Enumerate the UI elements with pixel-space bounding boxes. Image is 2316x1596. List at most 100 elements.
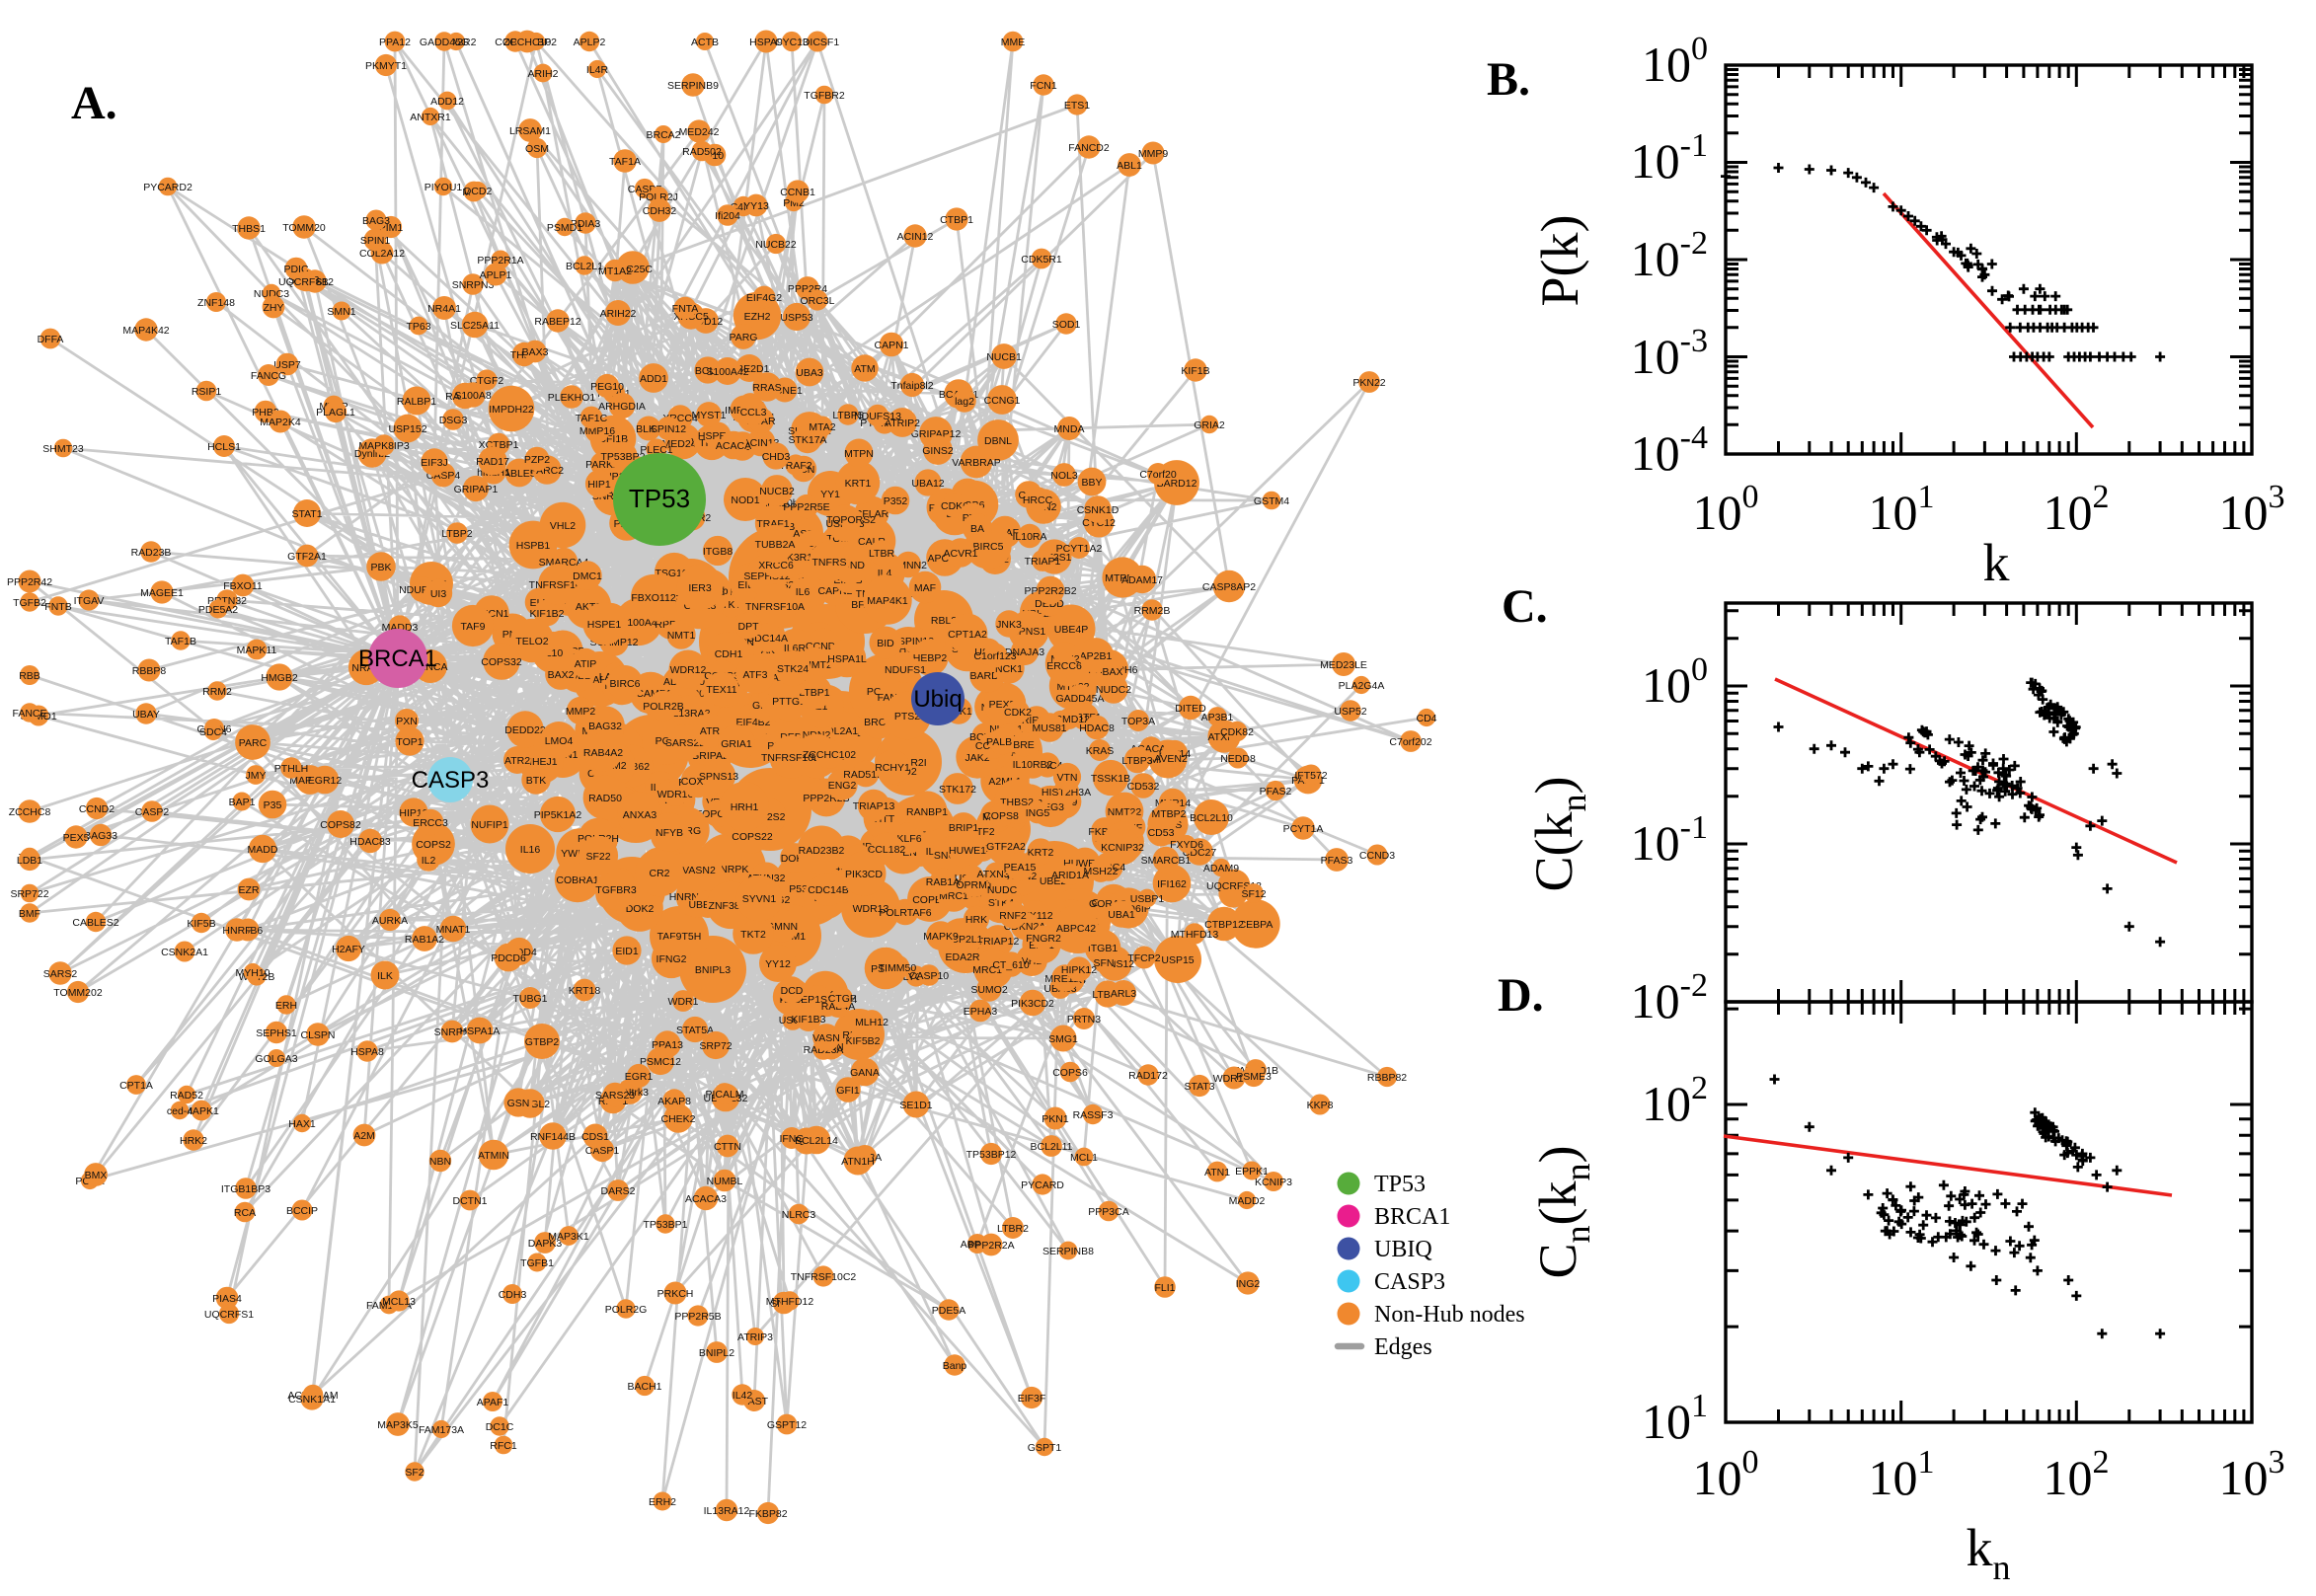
svg-text:MME: MME <box>1001 37 1026 48</box>
svg-text:RBBP82: RBBP82 <box>1367 1072 1407 1084</box>
svg-text:PALB2: PALB2 <box>986 736 1018 748</box>
svg-text:PARC: PARC <box>239 737 268 749</box>
svg-text:FANCD2: FANCD2 <box>1068 142 1110 154</box>
svg-text:HSPB1: HSPB1 <box>516 540 551 552</box>
svg-text:PDE5A: PDE5A <box>932 1305 965 1317</box>
svg-text:HRK2: HRK2 <box>180 1135 207 1147</box>
svg-text:BMX: BMX <box>85 1170 108 1181</box>
svg-text:CD53: CD53 <box>1148 827 1175 839</box>
svg-text:UBE4P: UBE4P <box>1054 624 1088 636</box>
svg-text:PTHLH: PTHLH <box>274 763 308 775</box>
svg-text:APLP1: APLP1 <box>480 269 512 281</box>
svg-text:SYVN1: SYVN1 <box>742 893 777 905</box>
svg-text:HRCC: HRCC <box>1023 494 1053 506</box>
svg-text:Tnfaip8l2: Tnfaip8l2 <box>890 380 933 392</box>
svg-text:ZCCHC102: ZCCHC102 <box>803 749 856 761</box>
svg-text:BRE: BRE <box>1013 739 1035 751</box>
svg-text:ACACA3: ACACA3 <box>685 1193 727 1205</box>
svg-text:SRP722: SRP722 <box>10 888 48 900</box>
svg-text:CDH32: CDH32 <box>643 205 677 217</box>
svg-text:ATMIN: ATMIN <box>478 1150 509 1162</box>
svg-text:SOD1: SOD1 <box>1052 319 1081 331</box>
svg-text:TOP3A: TOP3A <box>1121 716 1155 727</box>
svg-text:BCL2L10: BCL2L10 <box>1190 812 1233 824</box>
svg-text:MTHFD12: MTHFD12 <box>766 1296 814 1308</box>
svg-text:HSPA1L: HSPA1L <box>827 653 867 665</box>
svg-text:BARD12: BARD12 <box>1157 478 1197 490</box>
svg-text:HNRF: HNRF <box>222 925 251 937</box>
svg-text:MTHFD13: MTHFD13 <box>1171 929 1219 941</box>
svg-text:ABPC42: ABPC42 <box>1056 923 1096 935</box>
svg-text:MED23LE: MED23LE <box>1320 659 1367 671</box>
svg-text:DPT: DPT <box>738 621 760 633</box>
svg-text:PDIA3: PDIA3 <box>571 218 601 230</box>
svg-text:CABLES1: CABLES1 <box>496 468 542 480</box>
svg-text:RAD23B: RAD23B <box>131 547 172 559</box>
svg-text:FNTA: FNTA <box>672 303 699 315</box>
svg-text:ced-4: ced-4 <box>167 1105 193 1117</box>
svg-text:PPP2R2B2: PPP2R2B2 <box>1024 585 1076 597</box>
svg-text:PPP2R42: PPP2R42 <box>7 576 52 588</box>
svg-text:RBBP8: RBBP8 <box>132 665 167 677</box>
svg-text:NUMBL: NUMBL <box>707 1176 743 1187</box>
svg-text:CT_610: CT_610 <box>992 959 1030 971</box>
svg-text:MNDA: MNDA <box>1054 423 1085 435</box>
svg-text:NUDC2: NUDC2 <box>1096 684 1131 696</box>
svg-text:C1orf123: C1orf123 <box>973 650 1016 662</box>
svg-text:TP53BP12: TP53BP12 <box>966 1149 1017 1161</box>
svg-text:DITED: DITED <box>1175 703 1206 715</box>
svg-text:SPIN12: SPIN12 <box>651 423 686 435</box>
svg-text:LRSAM1: LRSAM1 <box>509 125 551 137</box>
svg-text:FANCG: FANCG <box>251 370 286 382</box>
svg-text:BLK3: BLK3 <box>636 423 661 435</box>
svg-text:PZP2: PZP2 <box>524 454 550 466</box>
svg-text:PDCD6: PDCD6 <box>491 952 526 964</box>
svg-text:ARIH22: ARIH22 <box>600 308 637 320</box>
svg-text:PEG10: PEG10 <box>590 381 624 393</box>
svg-text:GADD45A: GADD45A <box>1055 693 1104 705</box>
svg-text:ERH: ERH <box>275 1000 297 1012</box>
svg-text:PRTN3: PRTN3 <box>1067 1014 1101 1026</box>
svg-text:UI3: UI3 <box>430 588 447 600</box>
svg-text:MTBP2: MTBP2 <box>1151 808 1186 820</box>
svg-text:MCL13: MCL13 <box>382 1296 416 1308</box>
svg-text:OSM: OSM <box>525 143 549 155</box>
svg-text:MLH12: MLH12 <box>855 1017 888 1028</box>
svg-text:MAF: MAF <box>914 582 936 594</box>
svg-text:DEDD22: DEDD22 <box>504 724 546 736</box>
svg-text:TNFRSF10A: TNFRSF10A <box>745 601 805 613</box>
svg-text:COPS82: COPS82 <box>320 819 361 831</box>
svg-text:SERPINB8: SERPINB8 <box>1042 1246 1094 1257</box>
svg-text:ATN1: ATN1 <box>1204 1167 1230 1178</box>
svg-text:CFLAR: CFLAR <box>855 508 889 520</box>
svg-text:SPNS13: SPNS13 <box>699 771 738 783</box>
svg-text:MAP4K42: MAP4K42 <box>122 325 169 337</box>
svg-text:SLC25A11: SLC25A11 <box>450 320 500 332</box>
svg-text:BCCIP: BCCIP <box>286 1205 318 1217</box>
svg-text:STAT5A: STAT5A <box>676 1025 714 1036</box>
svg-text:MAGEE1: MAGEE1 <box>140 587 184 599</box>
svg-text:EIF4G2: EIF4G2 <box>746 292 782 304</box>
svg-text:RAD172: RAD172 <box>1128 1070 1168 1082</box>
svg-text:TNFRSF10D: TNFRSF10D <box>529 579 589 591</box>
svg-text:PKN1: PKN1 <box>1042 1113 1069 1125</box>
svg-text:IER3: IER3 <box>688 582 712 594</box>
svg-text:NHEJ1: NHEJ1 <box>524 756 557 768</box>
svg-text:HCLS1: HCLS1 <box>207 441 241 453</box>
svg-text:THBS1: THBS1 <box>232 223 266 235</box>
svg-text:GRIA1: GRIA1 <box>721 738 752 750</box>
svg-text:RALBP1: RALBP1 <box>397 396 436 408</box>
svg-text:IFT572: IFT572 <box>1294 770 1327 782</box>
svg-text:TSSK1B: TSSK1B <box>1091 773 1130 785</box>
svg-text:C7orf20: C7orf20 <box>1139 469 1177 481</box>
svg-text:SARS22: SARS22 <box>665 737 705 749</box>
svg-text:COPS32: COPS32 <box>481 656 522 668</box>
svg-text:RASSF3: RASSF3 <box>1073 1109 1114 1121</box>
svg-text:KRAS: KRAS <box>1086 745 1115 757</box>
svg-text:MAPK8IP3: MAPK8IP3 <box>358 440 410 452</box>
svg-text:CCNB1: CCNB1 <box>780 187 815 198</box>
svg-text:MAPK11: MAPK11 <box>237 645 277 656</box>
svg-text:TP53: TP53 <box>1374 1172 1426 1197</box>
svg-text:DARS2: DARS2 <box>600 1185 635 1197</box>
svg-text:TRIAP1: TRIAP1 <box>1025 556 1061 568</box>
